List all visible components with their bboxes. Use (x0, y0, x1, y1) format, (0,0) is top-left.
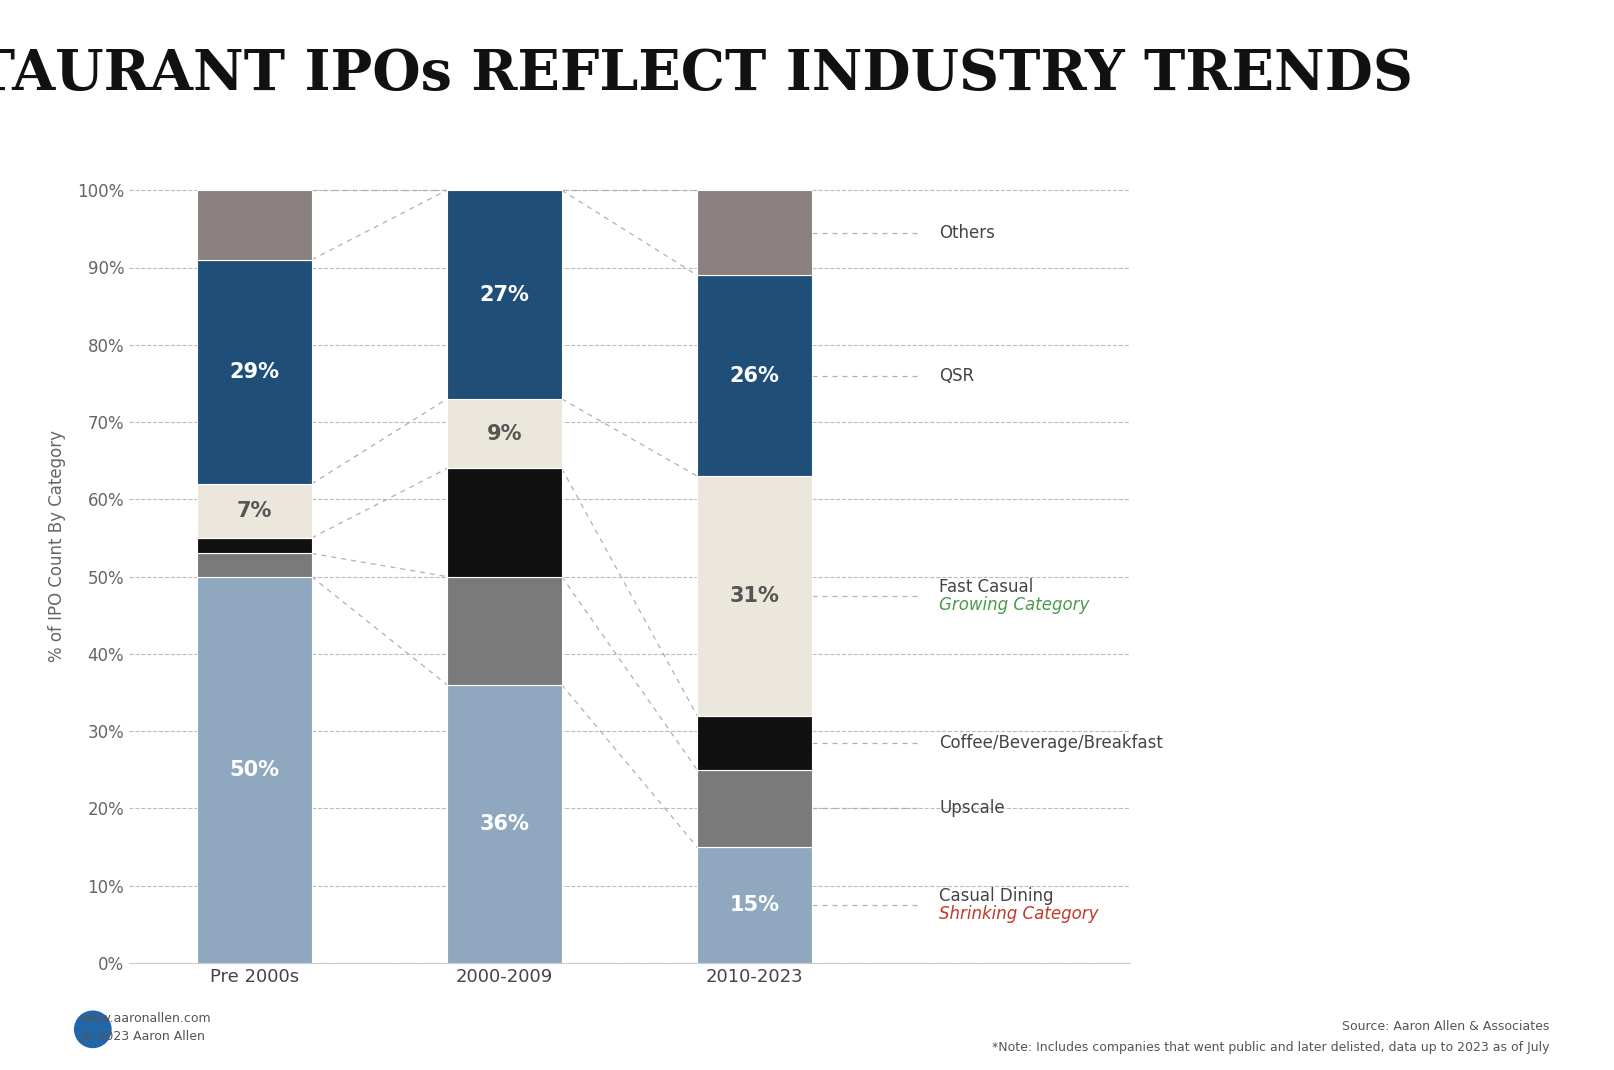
Bar (197, 538, 312, 553)
Text: 31%: 31% (730, 586, 780, 606)
Text: 9%: 9% (487, 424, 521, 444)
Text: Fast Casual: Fast Casual (939, 578, 1033, 596)
Bar (697, 190, 812, 275)
Bar (197, 260, 312, 484)
Text: Source: Aaron Allen & Associates: Source: Aaron Allen & Associates (1343, 1020, 1549, 1033)
Text: 26%: 26% (730, 366, 780, 385)
Y-axis label: % of IPO Count By Category: % of IPO Count By Category (48, 430, 66, 661)
Text: 15%: 15% (730, 895, 780, 915)
Bar (697, 847, 812, 963)
Bar (197, 577, 312, 963)
Text: 36%: 36% (479, 814, 529, 834)
Bar (447, 399, 562, 469)
Circle shape (74, 1011, 111, 1048)
Bar (447, 685, 562, 963)
Text: QSR: QSR (939, 367, 975, 385)
Text: 7%: 7% (237, 501, 271, 521)
Bar (447, 577, 562, 685)
Bar (197, 553, 312, 577)
Text: 29%: 29% (229, 362, 279, 382)
Bar (447, 190, 562, 399)
Text: Coffee/Beverage/Breakfast: Coffee/Beverage/Breakfast (939, 734, 1164, 752)
Text: Casual Dining: Casual Dining (939, 887, 1054, 905)
Bar (697, 769, 812, 847)
Text: Shrinking Category: Shrinking Category (939, 905, 1099, 923)
Bar (697, 275, 812, 476)
Text: Growing Category: Growing Category (939, 596, 1089, 614)
Text: Others: Others (939, 224, 994, 242)
Bar (197, 484, 312, 538)
Text: *Note: Includes companies that went public and later delisted, data up to 2023 a: *Note: Includes companies that went publ… (993, 1041, 1549, 1054)
Text: Upscale: Upscale (939, 799, 1004, 817)
Bar (447, 469, 562, 577)
Text: www.aaronallen.com
© 2023 Aaron Allen: www.aaronallen.com © 2023 Aaron Allen (81, 1012, 211, 1043)
Title: RESTAURANT IPOs REFLECT INDUSTRY TRENDS: RESTAURANT IPOs REFLECT INDUSTRY TRENDS (0, 46, 1414, 102)
Bar (697, 476, 812, 716)
Text: 50%: 50% (229, 760, 279, 780)
Bar (197, 190, 312, 260)
Bar (697, 716, 812, 769)
Text: 27%: 27% (479, 285, 529, 305)
